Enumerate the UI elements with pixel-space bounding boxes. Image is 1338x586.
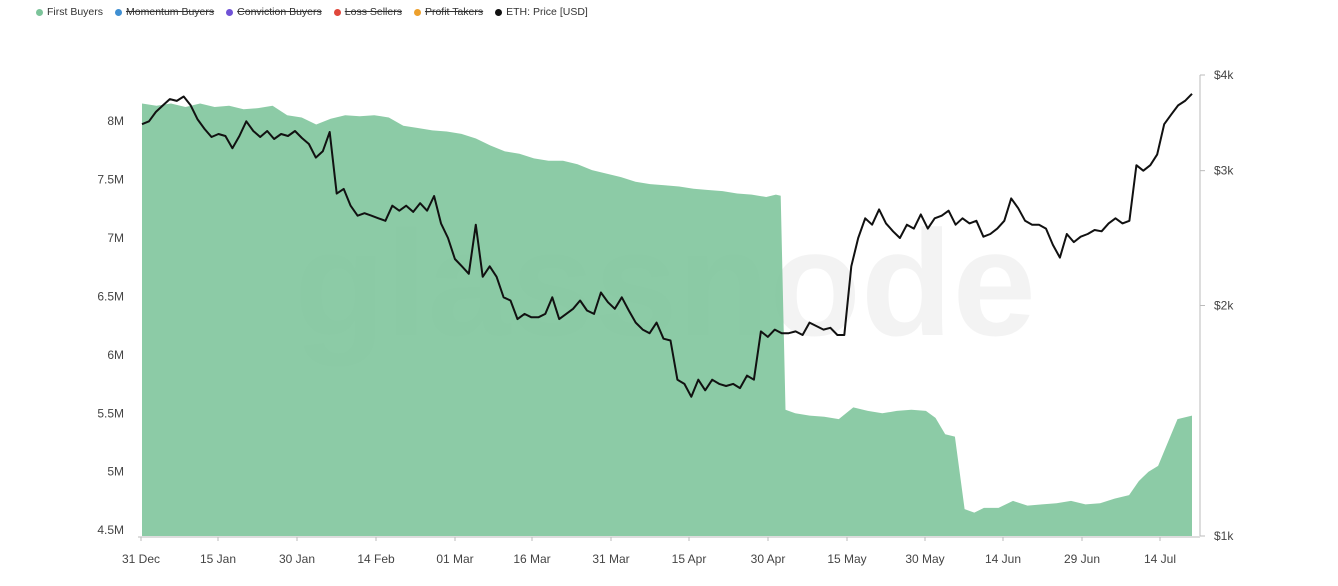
x-tick-label: 15 May [827,552,866,566]
first-buyers-area [142,103,1192,536]
legend-item[interactable]: Momentum Buyers [115,6,214,18]
legend-dot-icon [36,8,43,16]
x-tick-label: 14 Jul [1144,552,1176,566]
legend-item[interactable]: Profit Takers [413,6,484,18]
legend-label: ETH: Price [USD] [506,6,588,18]
y-left-tick-label: 6M [107,348,124,362]
legend-label: Conviction Buyers [237,6,322,18]
x-tick-label: 29 Jun [1064,552,1100,566]
axes: 31 Dec 15 Jan 30 Jan 14 Feb 01 Mar 16 Mar 31 M… [97,68,1234,566]
y-right-tick-label: $1k [1214,529,1234,543]
x-tick-label: 30 Jan [279,552,315,566]
legend-label: Loss Sellers [344,6,402,18]
legend-item[interactable]: First Buyers [36,6,103,18]
y-left-tick-label: 4.5M [97,523,124,537]
x-tick-label: 16 Mar [513,552,550,566]
legend-dot-icon [333,8,341,16]
x-tick-label: 01 Mar [436,552,473,566]
y-left-tick-label: 5.5M [97,406,124,420]
x-tick-label: 15 Apr [672,552,707,566]
legend-dot-icon [495,8,503,16]
x-tick-label: 14 Jun [985,552,1021,566]
legend-label: First Buyers [47,6,104,18]
x-tick-label: 30 Apr [751,552,786,566]
y-left-tick-label: 8M [107,114,124,128]
y-left-tick-label: 7.5M [97,173,124,187]
eth-price-line-layer [141,93,1193,398]
x-tick-label: 31 Mar [592,552,629,566]
legend-dot-icon [413,8,421,16]
x-tick-label: 14 Feb [357,552,395,566]
legend-item[interactable]: Loss Sellers [333,6,402,18]
legend-item[interactable]: Conviction Buyers [226,6,322,18]
legend-item[interactable]: ETH: Price [USD] [495,6,588,18]
x-tick-label: 30 May [905,552,944,566]
legend-label: Profit Takers [424,6,484,18]
legend-label: Momentum Buyers [126,6,215,18]
y-left-tick-label: 7M [107,231,124,245]
y-left-tick-label: 5M [107,465,124,479]
chart-legend: First Buyers Momentum Buyers Conviction Bu… [36,6,588,18]
eth-price-line [141,93,1193,398]
legend-dot-icon [115,8,123,16]
x-tick-label: 15 Jan [200,552,236,566]
y-right-tick-label: $2k [1214,299,1234,313]
y-right-tick-label: $4k [1214,68,1234,82]
y-left-tick-label: 6.5M [97,289,124,303]
first-buyers-area-layer [142,103,1192,536]
x-tick-label: 31 Dec [122,552,160,566]
legend-dot-icon [226,8,234,16]
y-right-tick-label: $3k [1214,164,1234,178]
